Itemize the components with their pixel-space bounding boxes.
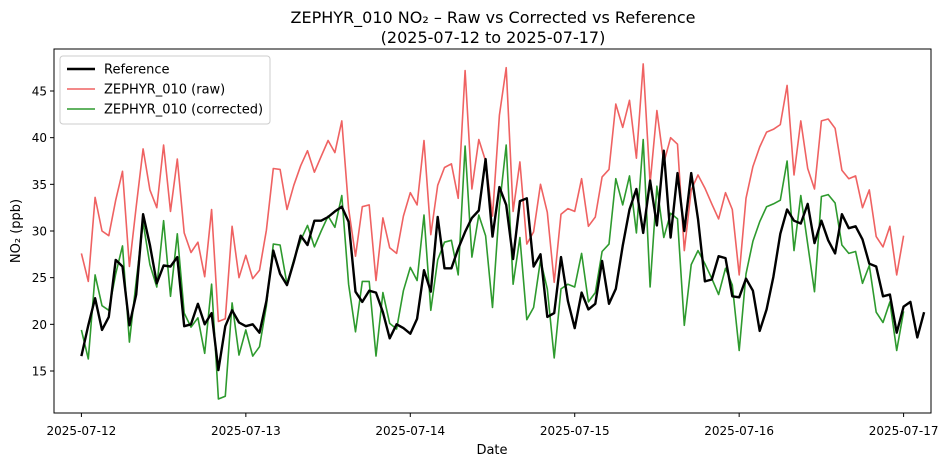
x-tick-label: 2025-07-17 [869, 424, 939, 438]
x-axis-label: Date [476, 443, 507, 458]
x-tick-label: 2025-07-14 [375, 424, 445, 438]
x-tick-label: 2025-07-12 [47, 424, 117, 438]
x-tick-label: 2025-07-15 [540, 424, 610, 438]
series-line-zephyr-010-corrected [80, 138, 905, 400]
series-line-reference [80, 149, 926, 372]
legend-box [59, 55, 271, 125]
x-axis: 2025-07-12 2025-07-13 2025-07-14 2025-07-15… [47, 413, 939, 438]
series-line-zephyr-010-raw [80, 63, 905, 323]
y-axis-label: NO₂ (ppb) [9, 199, 24, 263]
y-tick-label: 45 [32, 85, 47, 99]
legend: Reference ZEPHYR_010 (raw) ZEPHYR_010 (cor… [59, 55, 271, 125]
legend-label: ZEPHYR_010 (raw) [104, 83, 225, 98]
legend-label: Reference [104, 63, 169, 78]
y-tick-label: 40 [32, 131, 47, 145]
y-tick-label: 15 [32, 365, 47, 379]
chart-title-line-1: ZEPHYR_010 NO₂ – Raw vs Corrected vs Ref… [291, 8, 696, 28]
series-layer [80, 63, 926, 400]
y-tick-label: 30 [32, 225, 47, 239]
y-tick-label: 20 [32, 318, 47, 332]
legend-label: ZEPHYR_010 (corrected) [104, 103, 263, 118]
x-tick-label: 2025-07-13 [211, 424, 281, 438]
y-axis: 15 20 25 30 35 40 45 [32, 85, 54, 379]
x-tick-label: 2025-07-16 [704, 424, 774, 438]
chart-title-line-2: (2025-07-12 to 2025-07-17) [381, 28, 606, 47]
y-tick-label: 25 [32, 271, 47, 285]
y-tick-label: 35 [32, 178, 47, 192]
